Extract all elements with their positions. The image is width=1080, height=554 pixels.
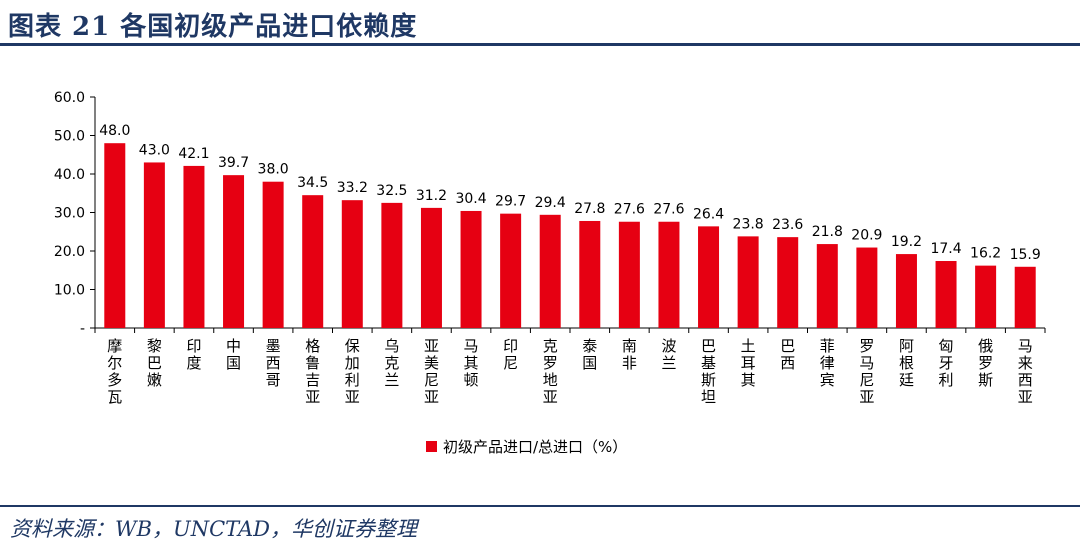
category-label: 摩尔多瓦 xyxy=(107,337,122,406)
y-tick-label: 10.0 xyxy=(54,283,85,299)
bar xyxy=(935,261,957,328)
category-label: 俄罗斯 xyxy=(978,337,993,389)
data-label: 34.5 xyxy=(297,175,328,191)
y-tick-label: 20.0 xyxy=(54,244,85,260)
category-label: 乌克兰 xyxy=(384,337,399,389)
category-label: 墨西哥 xyxy=(266,337,281,389)
category-label: 菲律宾 xyxy=(820,337,835,389)
bar xyxy=(1014,266,1036,328)
category-label: 匈牙利 xyxy=(939,337,954,389)
category-label: 泰国 xyxy=(582,337,597,372)
bar xyxy=(658,221,680,328)
bar xyxy=(579,220,601,328)
bar xyxy=(975,265,997,328)
bar xyxy=(856,247,878,328)
data-label: 16.2 xyxy=(970,246,1001,262)
legend-swatch xyxy=(426,441,437,452)
data-label: 27.6 xyxy=(614,202,645,218)
chart-legend: 初级产品进口/总进口（%） xyxy=(426,438,627,456)
category-label: 印度 xyxy=(186,337,201,372)
data-label: 48.0 xyxy=(99,123,130,139)
footer-divider xyxy=(0,505,1080,507)
data-label: 23.8 xyxy=(733,216,764,232)
category-label: 巴西 xyxy=(780,337,795,372)
data-label: 30.4 xyxy=(455,191,486,207)
y-tick-label: 30.0 xyxy=(54,206,85,222)
data-label: 23.6 xyxy=(772,217,803,233)
category-label: 保加利亚 xyxy=(345,337,360,406)
chart-title: 图表 21 各国初级产品进口依赖度 xyxy=(8,12,418,42)
legend-label: 初级产品进口/总进口（%） xyxy=(443,438,627,456)
data-label: 15.9 xyxy=(1010,247,1041,263)
bar xyxy=(183,165,205,328)
category-label: 罗马尼亚 xyxy=(859,337,874,406)
bar xyxy=(895,254,917,328)
bar xyxy=(539,214,561,328)
data-label: 27.8 xyxy=(574,201,605,217)
bar xyxy=(302,195,324,328)
category-label: 南非 xyxy=(622,337,637,372)
data-label: 38.0 xyxy=(258,162,289,178)
bar xyxy=(223,175,245,328)
category-label: 土耳其 xyxy=(741,337,756,389)
data-label: 39.7 xyxy=(218,155,249,171)
data-label: 21.8 xyxy=(812,224,843,240)
bar xyxy=(777,237,799,328)
y-tick-label: 50.0 xyxy=(54,129,85,145)
chart-bars: 48.0 摩尔多瓦 43.0 黎巴嫩 42.1 印度 39.7 中国 38.0 墨西哥 34.5 格鲁… xyxy=(99,123,1041,406)
bar xyxy=(143,162,165,328)
bar xyxy=(500,213,522,328)
data-label: 17.4 xyxy=(930,241,961,257)
category-label: 波兰 xyxy=(661,337,676,372)
category-label: 马来西亚 xyxy=(1018,337,1033,406)
data-label: 43.0 xyxy=(139,142,170,158)
category-label: 马其顿 xyxy=(464,337,479,389)
category-label: 克罗地亚 xyxy=(543,337,558,406)
bar-chart: 60.0 50.0 40.0 30.0 20.0 10.0 - 48.0 摩尔多瓦 43.0 黎巴… xyxy=(54,90,1046,456)
data-label: 26.4 xyxy=(693,206,724,222)
data-label: 31.2 xyxy=(416,188,447,204)
category-label: 中国 xyxy=(226,337,241,372)
bar xyxy=(618,221,640,328)
bar xyxy=(698,226,720,328)
data-label: 20.9 xyxy=(851,228,882,244)
category-label: 亚美尼亚 xyxy=(424,337,439,406)
bar xyxy=(420,207,442,328)
data-label: 33.2 xyxy=(337,180,368,196)
data-label: 29.7 xyxy=(495,194,526,210)
category-label: 巴基斯坦 xyxy=(701,337,716,406)
category-label: 黎巴嫩 xyxy=(147,337,162,389)
data-label: 19.2 xyxy=(891,234,922,250)
y-tick-label: - xyxy=(80,321,85,337)
y-tick-label: 40.0 xyxy=(54,167,85,183)
bar xyxy=(816,244,838,328)
bar xyxy=(737,236,759,328)
category-label: 格鲁吉亚 xyxy=(305,337,320,406)
category-label: 印尼 xyxy=(503,337,518,372)
category-label: 阿根廷 xyxy=(899,337,914,389)
bar xyxy=(104,143,126,328)
bar xyxy=(460,210,482,328)
data-label: 29.4 xyxy=(535,195,566,211)
bar xyxy=(341,200,363,328)
bar xyxy=(262,181,284,328)
source-note: 资料来源：WB，UNCTAD，华创证券整理 xyxy=(10,517,418,541)
data-label: 27.6 xyxy=(653,202,684,218)
y-tick-label: 60.0 xyxy=(54,90,85,106)
data-label: 42.1 xyxy=(178,146,209,162)
title-divider xyxy=(0,43,1080,46)
bar xyxy=(381,202,403,328)
data-label: 32.5 xyxy=(376,183,407,199)
chart-axes: 60.0 50.0 40.0 30.0 20.0 10.0 - xyxy=(54,90,1046,337)
